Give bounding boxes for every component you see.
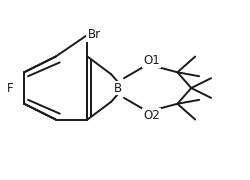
Text: B: B: [114, 82, 122, 94]
Text: Br: Br: [88, 28, 101, 41]
Text: F: F: [7, 82, 13, 94]
Text: O1: O1: [143, 54, 160, 67]
Text: O2: O2: [143, 109, 160, 122]
